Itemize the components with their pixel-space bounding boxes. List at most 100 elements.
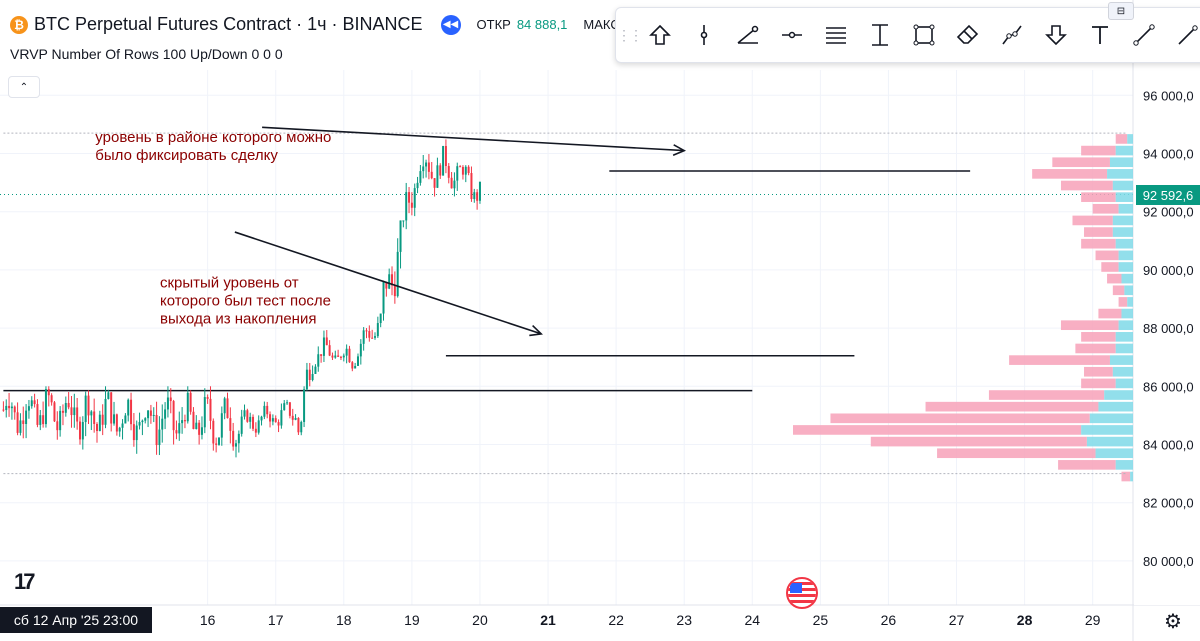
volume-bar-down bbox=[1072, 215, 1113, 226]
arrow-down-icon[interactable] bbox=[1034, 13, 1078, 57]
candle-body bbox=[436, 165, 439, 188]
eraser-icon[interactable] bbox=[946, 13, 990, 57]
volume-bar-up bbox=[1109, 157, 1133, 168]
candle-body bbox=[84, 395, 87, 423]
candle-body bbox=[155, 414, 158, 446]
volume-bar-down bbox=[1095, 250, 1119, 261]
fullscreen-toggle-button[interactable]: ⊟ bbox=[1108, 2, 1134, 20]
arrow-head bbox=[529, 324, 543, 337]
candle-body bbox=[243, 410, 246, 417]
volume-bar-down bbox=[1060, 180, 1113, 191]
candle-body bbox=[359, 343, 362, 357]
candle-body bbox=[320, 354, 323, 356]
candle-body bbox=[178, 423, 181, 434]
settings-gear-icon[interactable]: ⚙ bbox=[1164, 611, 1182, 633]
horizontal-ray-icon[interactable] bbox=[770, 13, 814, 57]
price-axis[interactable]: 80 000,0 82 000,0 84 000,0 86 000,0 88 000,0… bbox=[1134, 0, 1200, 605]
volume-bar-down bbox=[1075, 343, 1116, 354]
candle-body bbox=[260, 416, 263, 421]
candle-body bbox=[402, 220, 405, 222]
toolbar-drag-handle[interactable]: ⋮⋮ bbox=[617, 26, 643, 43]
time-tick-label: 16 bbox=[200, 612, 216, 628]
path-icon[interactable] bbox=[990, 13, 1034, 57]
arrow-up-icon[interactable] bbox=[638, 13, 682, 57]
candle-body bbox=[56, 421, 59, 431]
candle-body bbox=[257, 420, 260, 433]
candle-body bbox=[311, 373, 314, 380]
price-tick-label: 86 000,0 bbox=[1143, 379, 1194, 394]
trend-angle-icon[interactable] bbox=[726, 13, 770, 57]
ohlc-open-label: ОТКР bbox=[476, 17, 511, 32]
candle-body bbox=[342, 355, 345, 358]
candle-body bbox=[351, 362, 354, 369]
annotation-arrow[interactable] bbox=[262, 126, 687, 156]
candle-body bbox=[161, 418, 164, 430]
candle-body bbox=[183, 420, 186, 422]
candle-body bbox=[50, 395, 53, 403]
annotation-texts[interactable]: уровень в районе которого можно было фикс… bbox=[95, 129, 331, 327]
symbol-title[interactable]: BTC Perpetual Futures Contract · 1ч · BI… bbox=[34, 14, 423, 34]
candle-body bbox=[73, 407, 76, 416]
text-icon[interactable] bbox=[1078, 13, 1122, 57]
candle-body bbox=[297, 417, 300, 433]
candle-body bbox=[198, 422, 201, 435]
candle-body bbox=[149, 410, 152, 416]
candle-body bbox=[365, 330, 368, 332]
candle-body bbox=[305, 369, 308, 390]
us-flag-event-icon[interactable] bbox=[786, 577, 818, 609]
vertical-measure-icon[interactable] bbox=[858, 13, 902, 57]
volume-bar-up bbox=[1109, 355, 1133, 365]
candle-body bbox=[252, 416, 255, 429]
parallel-lines-icon[interactable] bbox=[814, 13, 858, 57]
annotation-line: которого был тест после bbox=[160, 292, 331, 309]
tradingview-logo[interactable]: 17 bbox=[14, 569, 36, 594]
volume-bar-up bbox=[1115, 460, 1133, 470]
indicator-legend[interactable]: VRVP Number Of Rows 100 Up/Down 0 0 0 bbox=[10, 46, 283, 62]
candle-body bbox=[8, 405, 11, 409]
annotation-text[interactable]: скрытый уровень от которого был тест посл… bbox=[160, 274, 331, 327]
candle-body bbox=[291, 415, 294, 420]
candle-body bbox=[337, 355, 340, 357]
candle-body bbox=[249, 416, 252, 422]
candle-body bbox=[453, 180, 456, 189]
time-axis[interactable]: 16 17 18 19 20 21 22 23 24 25 26 27 28 29 bbox=[200, 612, 1101, 628]
crosshair-date-label: сб 12 Апр '25 23:00 bbox=[0, 607, 152, 633]
candle-body bbox=[476, 192, 479, 201]
candle-body bbox=[87, 395, 90, 416]
time-tick-label: 24 bbox=[744, 612, 760, 628]
line-icon[interactable] bbox=[1122, 13, 1166, 57]
volume-bar-up bbox=[1115, 378, 1133, 389]
candle-body bbox=[393, 285, 396, 297]
rewind-icon[interactable]: ◀◀ bbox=[440, 14, 461, 35]
candle-body bbox=[90, 411, 93, 416]
annotation-text[interactable]: уровень в районе которого можно было фикс… bbox=[95, 129, 331, 164]
volume-bar-down bbox=[1084, 366, 1113, 377]
candle-body bbox=[78, 421, 81, 440]
candle-body bbox=[130, 399, 133, 425]
candle-body bbox=[294, 417, 297, 420]
cursor-line-icon[interactable] bbox=[682, 13, 726, 57]
brush-icon[interactable] bbox=[1166, 13, 1200, 57]
annotation-arrow[interactable] bbox=[234, 231, 543, 337]
candle-body bbox=[152, 414, 155, 416]
horizontal-lines[interactable] bbox=[3, 132, 1127, 475]
candle-body bbox=[53, 402, 56, 422]
candlesticks bbox=[2, 139, 481, 458]
time-tick-label: 27 bbox=[949, 612, 965, 628]
volume-bar-down bbox=[1115, 134, 1128, 144]
collapse-legend-button[interactable]: ⌃ bbox=[8, 76, 40, 98]
candle-body bbox=[209, 398, 212, 421]
volume-bar-up bbox=[1112, 366, 1133, 377]
volume-bar-down bbox=[1098, 308, 1122, 319]
volume-bar-up bbox=[1115, 238, 1133, 249]
volume-bar-up bbox=[1098, 401, 1133, 412]
annotation-arrows[interactable] bbox=[234, 126, 687, 337]
candle-body bbox=[13, 406, 16, 413]
candle-body bbox=[98, 414, 101, 431]
candle-body bbox=[195, 422, 198, 429]
candle-body bbox=[269, 414, 272, 422]
rectangle-icon[interactable] bbox=[902, 13, 946, 57]
volume-bar-down bbox=[1081, 238, 1116, 249]
ohlc-open-value: 84 888,1 bbox=[516, 17, 568, 32]
